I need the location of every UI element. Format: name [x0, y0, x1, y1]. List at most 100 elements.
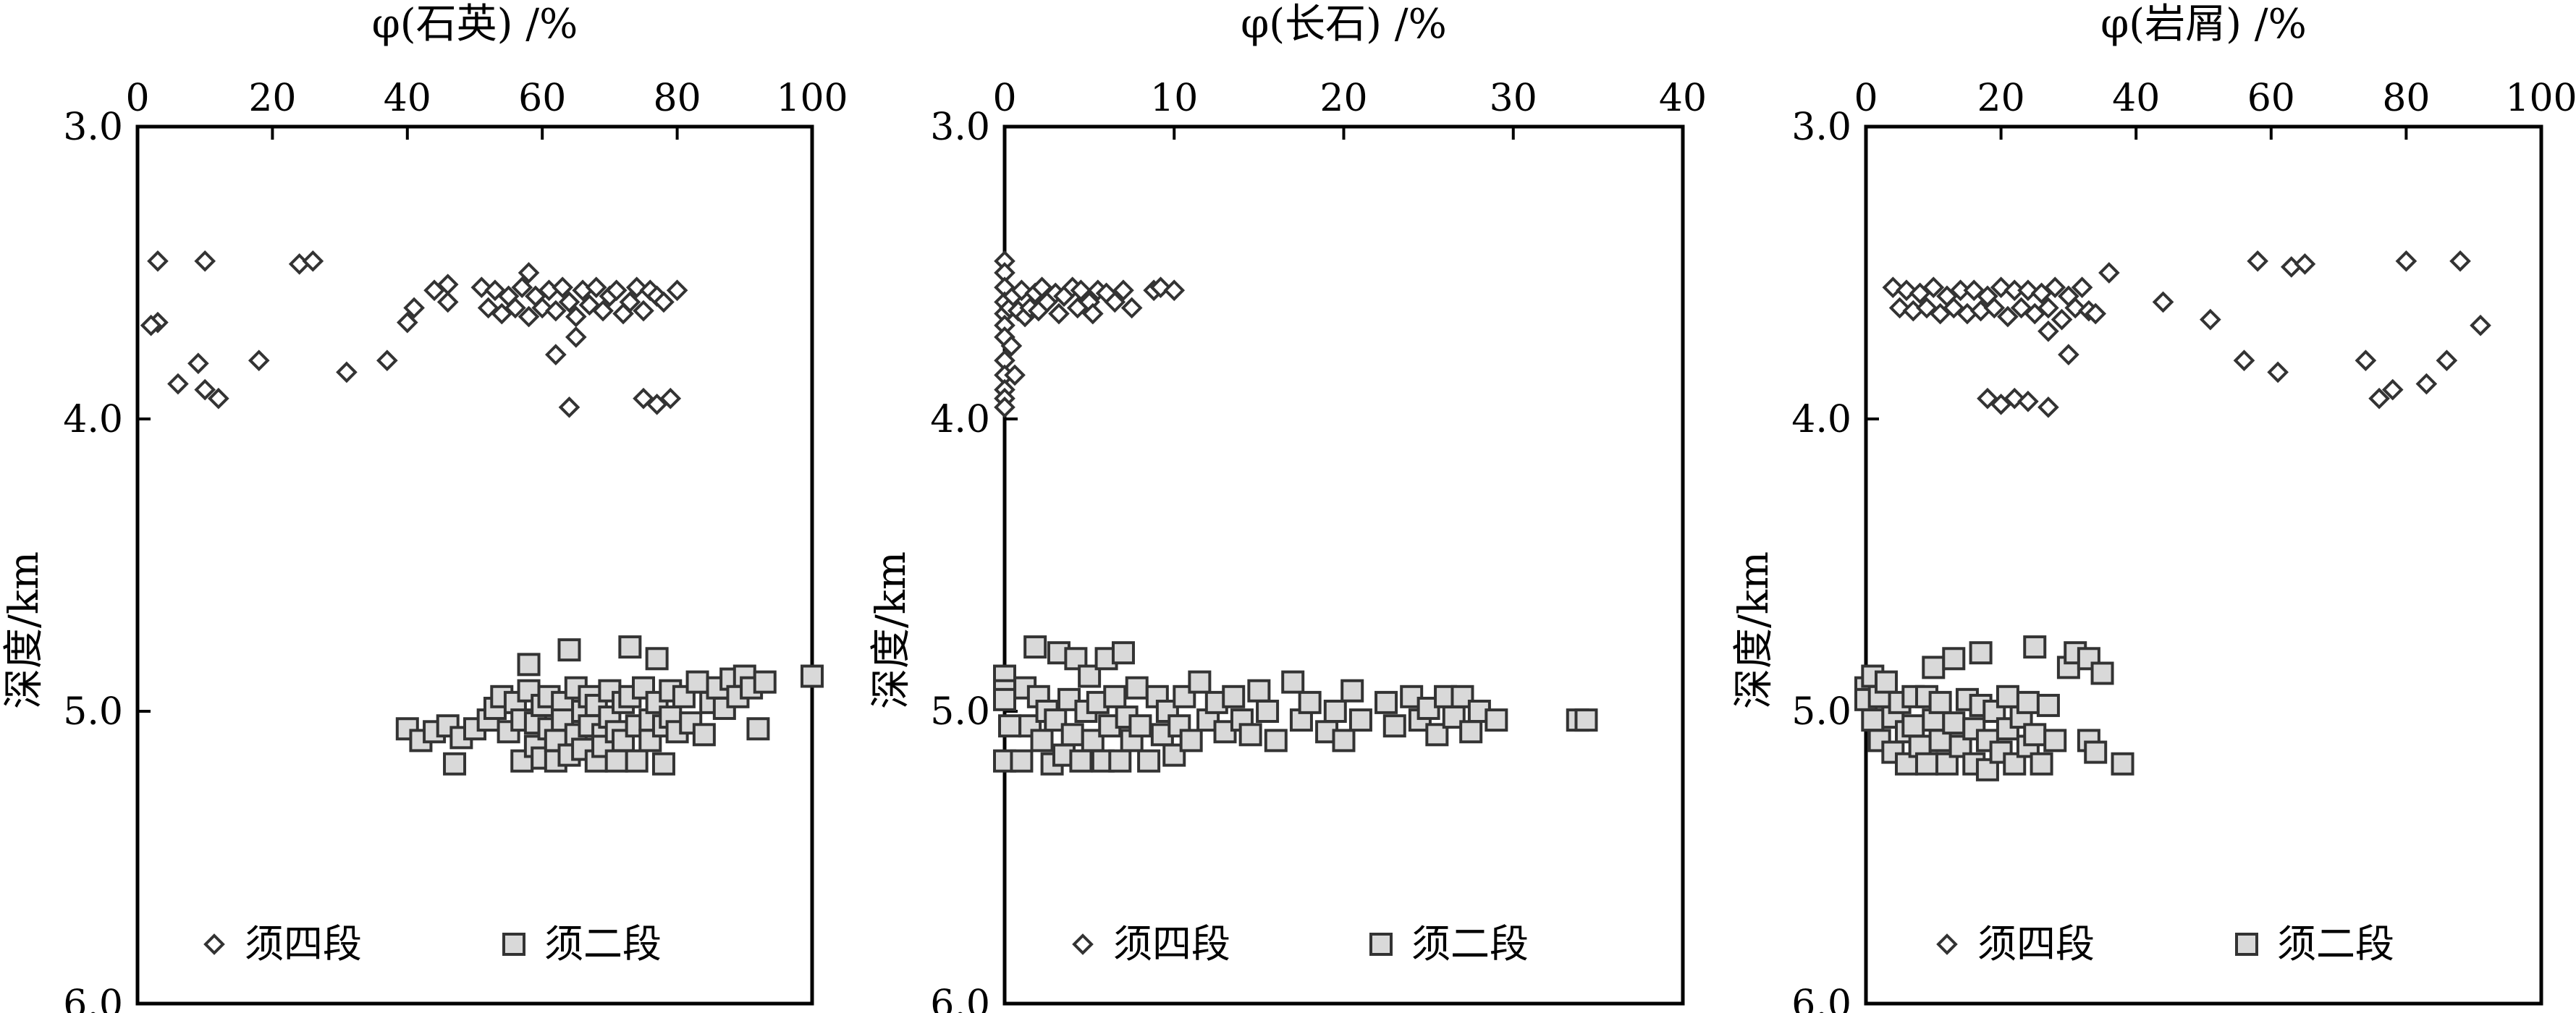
- data-point-square: [1323, 700, 1347, 723]
- data-point-square: [1861, 708, 1885, 732]
- data-point-diamond: [376, 349, 398, 372]
- data-point-square: [1103, 684, 1127, 708]
- data-point-diamond: [436, 291, 459, 313]
- data-point-square: [672, 684, 696, 708]
- data-point-diamond: [518, 262, 540, 284]
- data-point-square: [1901, 714, 1925, 738]
- series-2: [395, 635, 824, 776]
- data-point-square: [2023, 635, 2047, 659]
- data-point-diamond: [2058, 344, 2079, 365]
- data-point-square: [1450, 684, 1474, 708]
- data-point-square: [1179, 729, 1203, 753]
- data-point-diamond: [1112, 279, 1134, 302]
- data-point-square: [604, 749, 628, 773]
- x-tick-label: 80: [654, 77, 701, 120]
- legend-marker-square: [2235, 933, 2258, 956]
- data-point-square: [1125, 676, 1149, 700]
- data-point-square: [1942, 711, 1966, 735]
- data-point-square: [625, 749, 649, 773]
- legend-label: 须四段: [1977, 921, 2095, 967]
- data-point-diamond: [2233, 349, 2255, 372]
- x-tick-label: 0: [992, 77, 1016, 120]
- data-point-square: [1969, 641, 1993, 665]
- data-point-square: [1108, 749, 1132, 773]
- data-point-square: [753, 670, 777, 694]
- data-point-diamond: [545, 300, 567, 322]
- data-point-diamond: [558, 397, 580, 418]
- data-point-square: [993, 687, 1016, 711]
- data-point-diamond: [585, 276, 607, 299]
- data-point-square: [517, 653, 541, 677]
- y-tick-label: 6.0: [930, 983, 990, 1013]
- data-point-square: [1996, 684, 2019, 708]
- chart-panel-2: 0 10 20 30 40 3.0 4.0 5.0 6.0 φ(长石) /% 深度/km 须四段 须二段: [868, 1, 1707, 1013]
- data-point-square: [1574, 708, 1598, 732]
- data-point-square: [692, 723, 716, 747]
- y-tick-label: 4.0: [1791, 398, 1851, 441]
- data-point-diamond: [2395, 250, 2417, 272]
- data-point-diamond: [511, 276, 533, 299]
- data-point-diamond: [2071, 276, 2093, 299]
- y-axis-title: 深度/km: [1, 551, 48, 709]
- data-point-diamond: [552, 276, 573, 299]
- series-1: [994, 250, 1186, 418]
- data-point-diamond: [619, 291, 641, 313]
- legend-label: 须二段: [1411, 921, 1529, 967]
- data-point-square: [443, 752, 467, 776]
- data-point-diamond: [2044, 276, 2066, 299]
- data-point-square: [2084, 740, 2108, 764]
- data-point-diamond: [504, 297, 526, 319]
- data-point-square: [1064, 647, 1088, 671]
- data-point-diamond: [545, 344, 567, 365]
- data-point-diamond: [2415, 373, 2438, 395]
- data-point-diamond: [2051, 308, 2073, 331]
- legend-label: 须四段: [245, 921, 362, 967]
- data-point-square: [557, 638, 581, 662]
- data-point-diamond: [302, 250, 324, 272]
- x-tick-label: 40: [2112, 77, 2160, 120]
- data-point-diamond: [436, 274, 459, 295]
- data-point-diamond: [1983, 297, 2006, 319]
- legend-label: 须二段: [544, 921, 662, 967]
- y-axis-title: 深度/km: [1731, 551, 1778, 709]
- data-point-diamond: [1120, 297, 1143, 319]
- data-point-square: [1348, 708, 1372, 732]
- data-point-square: [1989, 740, 2013, 764]
- data-point-square: [2036, 693, 2060, 717]
- data-point-square: [1162, 743, 1186, 767]
- data-point-square: [1332, 729, 1356, 753]
- data-point-square: [1874, 670, 1898, 694]
- data-point-diamond: [518, 305, 540, 328]
- series-1: [1882, 250, 2491, 418]
- data-point-square: [1111, 641, 1135, 665]
- x-tick-label: 30: [1490, 77, 1537, 120]
- data-point-diamond: [666, 279, 688, 302]
- data-point-diamond: [248, 349, 270, 372]
- chart-panel-3: 0 20 40 60 80 100 3.0 4.0 5.0 6.0 φ(岩屑) /% 深度/km 须四段…: [1731, 1, 2576, 1013]
- y-tick-label: 3.0: [1791, 106, 1851, 149]
- data-point-diamond: [1000, 335, 1023, 357]
- data-point-diamond: [2152, 291, 2174, 313]
- data-point-diamond: [194, 250, 216, 272]
- x-tick-label: 100: [2505, 77, 2576, 120]
- data-point-square: [1060, 723, 1084, 747]
- data-point-diamond: [2368, 387, 2390, 410]
- data-point-square: [1914, 752, 1938, 776]
- y-tick-label: 5.0: [1791, 690, 1851, 734]
- data-point-square: [2090, 661, 2114, 685]
- x-tick-label: 80: [2382, 77, 2430, 120]
- data-point-square: [685, 670, 709, 694]
- data-point-square: [1173, 684, 1196, 708]
- plot-frame: [1002, 124, 1685, 1006]
- data-point-diamond: [1048, 302, 1070, 325]
- data-point-square: [1078, 664, 1102, 688]
- data-point-square: [1128, 714, 1152, 738]
- series-1: [140, 250, 688, 418]
- data-point-square: [1264, 729, 1288, 753]
- data-point-square: [476, 708, 500, 732]
- legend: 须四段 须二段: [203, 921, 662, 967]
- data-point-square: [2077, 647, 2100, 671]
- data-point-diamond: [2037, 320, 2059, 342]
- data-point-diamond: [1104, 291, 1126, 313]
- data-point-diamond: [653, 291, 675, 313]
